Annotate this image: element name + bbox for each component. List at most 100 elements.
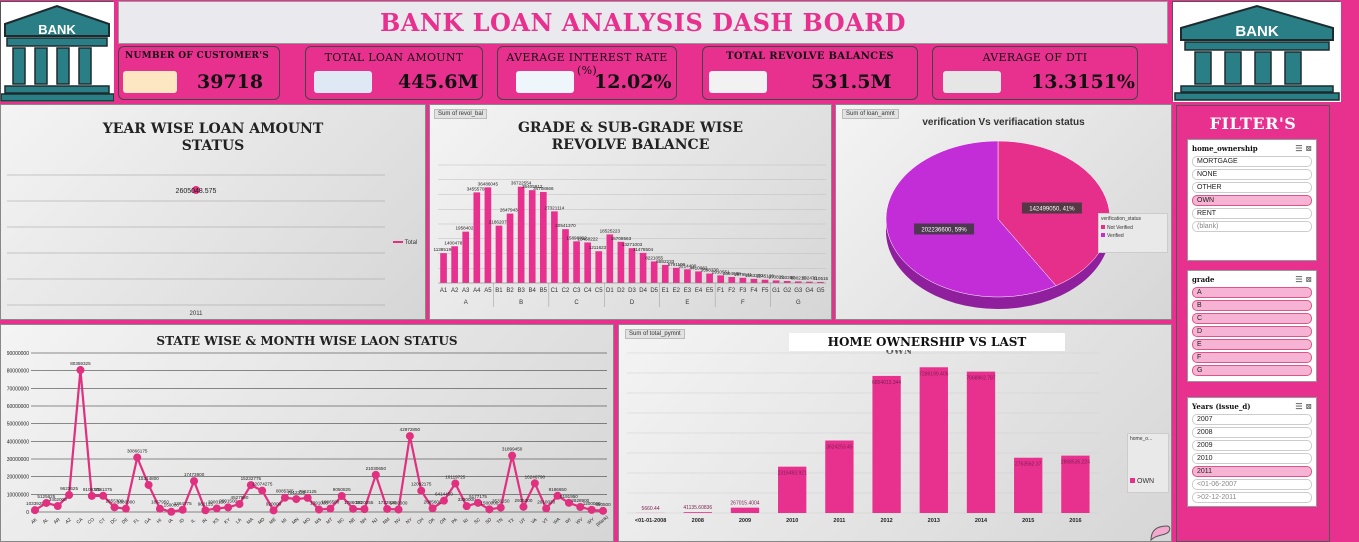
clear-filter-icon[interactable]: ☰ ⊠ [1295, 143, 1312, 153]
verification-panel[interactable]: Sum of loan_amnt verification Vs verifia… [835, 104, 1172, 320]
page-curl-icon [1150, 525, 1171, 542]
slicer-item-year[interactable]: 2010 [1192, 453, 1312, 464]
slicer-item-year[interactable]: >02-12-2011 [1192, 492, 1312, 503]
bar [728, 276, 736, 283]
data-point [303, 493, 312, 502]
data-point [280, 493, 289, 502]
home-ownership-slicer: home_ownership ☰ ⊠ MORTGAGE NONE OTHER OWN R… [1187, 139, 1317, 261]
x-tick-label: NJ [371, 517, 379, 524]
data-label: 2316493.921 [778, 471, 807, 477]
data-label: 19584022 [455, 226, 476, 231]
pie-legend: verification_status Not Verified Verifie… [1098, 213, 1168, 253]
x-tick-label: ME [268, 517, 276, 525]
slicer-item-year[interactable]: <01-06-2007 [1192, 479, 1312, 490]
data-point [383, 504, 392, 513]
data-point [178, 505, 187, 514]
data-label: 11385196 [433, 247, 454, 252]
x-tick-label: B1 [495, 288, 503, 294]
data-label: 80359325 [70, 361, 91, 366]
x-tick-label: C1 [551, 288, 559, 294]
slicer-item-year[interactable]: 2011 [1192, 466, 1312, 477]
x-tick-label: WI [564, 517, 572, 524]
legend-label: Not Verified [1107, 225, 1133, 231]
x-tick-label: 2016 [1069, 518, 1081, 524]
bar [695, 271, 702, 283]
data-label: 26479439 [500, 208, 521, 213]
slicer-items: MORTGAGE NONE OTHER OWN RENT (blank) [1192, 156, 1312, 232]
slicer-item-home-ownership[interactable]: (blank) [1192, 221, 1312, 232]
x-tick-label: NM [382, 517, 391, 526]
bar [606, 234, 614, 283]
bar [1014, 457, 1043, 513]
slicer-item-grade[interactable]: F [1192, 352, 1312, 363]
x-group-label: E [685, 300, 689, 306]
x-tick-label: WA [552, 516, 561, 525]
bar [484, 187, 492, 283]
data-label: 9623625 [60, 486, 78, 491]
data-point [144, 480, 153, 489]
filter-sidebar: FILTER'S home_ownership ☰ ⊠ MORTGAGE NONE… [1176, 105, 1330, 542]
data-label: 2935300 [515, 498, 533, 503]
legend-label: Verified [1107, 233, 1124, 239]
data-label: 1867950 [151, 500, 169, 505]
x-tick-label: HI [156, 517, 163, 524]
slicer-item-home-ownership[interactable]: NONE [1192, 169, 1312, 180]
slicer-item-grade[interactable]: G [1192, 365, 1312, 376]
clear-filter-icon[interactable]: ☰ ⊠ [1295, 274, 1312, 284]
slicer-item-home-ownership[interactable]: RENT [1192, 208, 1312, 219]
bar [584, 242, 591, 283]
slicer-item-grade[interactable]: A [1192, 287, 1312, 298]
year-loan-panel[interactable]: YEAR WISE LOAN AMOUNT STATUS 2605048.575… [0, 104, 426, 320]
panel-title: verification Vs verifiacation status [922, 117, 1085, 128]
data-point [315, 505, 323, 514]
home-ownership-panel[interactable]: Sum of total_pymnt HOME OWNERSHIP VS LAS… [618, 324, 1172, 542]
slicer-item-grade[interactable]: D [1192, 326, 1312, 337]
x-tick-label: E4 [695, 288, 703, 294]
slicer-item-year[interactable]: 2009 [1192, 440, 1312, 451]
slicer-item-home-ownership[interactable]: OTHER [1192, 182, 1312, 193]
data-label: 1732925 [378, 500, 396, 505]
data-label: 1033925 [26, 501, 44, 506]
data-label: 30866175 [127, 448, 148, 453]
bar [730, 507, 760, 513]
data-label: 18525223 [600, 228, 621, 233]
data-label: 6882233 [656, 259, 674, 264]
slicer-item-year[interactable]: 2008 [1192, 427, 1312, 438]
bar [684, 269, 691, 283]
slicer-item-grade[interactable]: B [1192, 300, 1312, 311]
data-label: 970822 [768, 274, 784, 279]
data-label: 650500 [595, 502, 611, 507]
state-loan-panel[interactable]: STATE WISE & MONTH WISE LAON STATUS 0 100… [0, 324, 614, 542]
data-label: 12074275 [252, 482, 273, 487]
data-label: 2605048.575 [176, 188, 217, 195]
bar [595, 251, 603, 283]
data-label: 202236600, 59% [921, 227, 967, 233]
clear-filter-icon[interactable]: ☰ ⊠ [1295, 401, 1312, 411]
x-group-label: G [796, 300, 801, 306]
x-tick-label: B5 [540, 288, 548, 294]
x-tick-label: LA [235, 517, 243, 525]
x-tick-label: NY [405, 517, 413, 525]
x-tick-label: AZ [64, 517, 72, 525]
data-label: 2655300 [106, 498, 124, 503]
x-tick-label: OH [416, 517, 424, 525]
slicer-item-year[interactable]: 2007 [1192, 414, 1312, 425]
slicer-item-grade[interactable]: C [1192, 313, 1312, 324]
slicer-item-home-ownership[interactable]: OWN [1192, 195, 1312, 206]
data-point [451, 479, 460, 488]
data-label: 36722554 [511, 181, 532, 186]
x-tick-label: IA [167, 517, 174, 524]
x-tick-label: 2010 [786, 518, 798, 524]
data-label: 1563250 [745, 273, 763, 278]
grade-revolve-panel[interactable]: Sum of revol_bal GRADE & SUB-GRADE WISE … [429, 104, 832, 320]
y-tick-label: 0 [26, 510, 29, 516]
bar [650, 261, 658, 283]
slicer-item-grade[interactable]: E [1192, 339, 1312, 350]
data-label: 16246790 [525, 474, 546, 479]
panel-title: GRADE & SUB-GRADE WISE REVOLVE BALANCE [517, 120, 744, 153]
x-tick-label: GA [143, 516, 152, 525]
kpi-value: 39718 [197, 71, 264, 93]
slicer-item-home-ownership[interactable]: MORTGAGE [1192, 156, 1312, 167]
x-tick-label: CT [98, 517, 106, 525]
